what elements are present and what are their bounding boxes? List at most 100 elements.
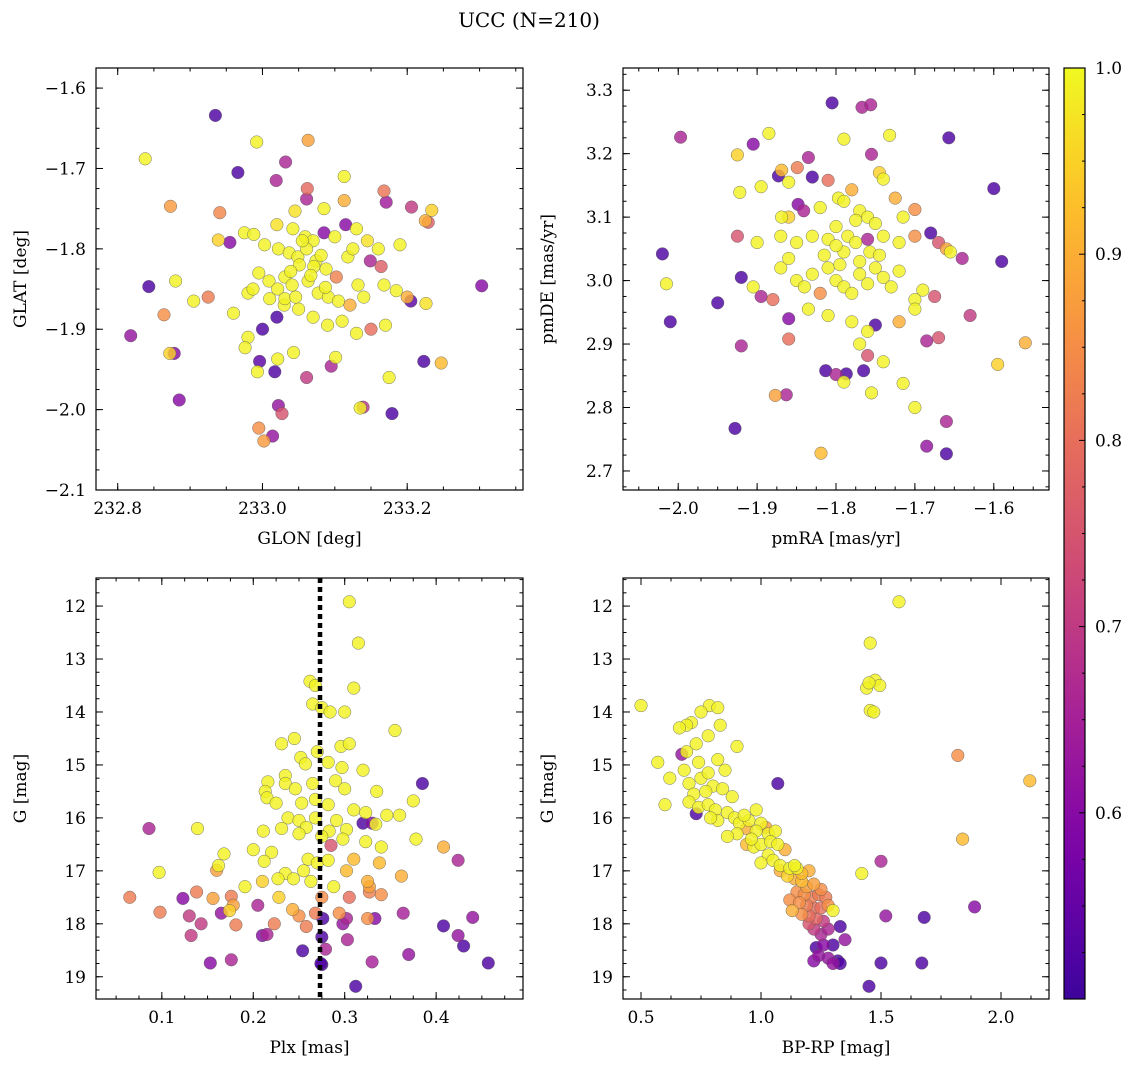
data-point [968, 900, 982, 914]
data-point [299, 920, 313, 934]
panel-position: 232.8 233.0 233.2 −2.1 −2.0 −1.9 −1.8 −1.7 −1.6 G… [11, 67, 524, 549]
data-point [896, 376, 910, 390]
data-point [377, 184, 391, 198]
data-point [347, 681, 361, 695]
data-point [829, 239, 843, 253]
data-point [634, 699, 648, 713]
data-point [317, 202, 331, 216]
data-point [405, 200, 419, 214]
data-point [768, 388, 782, 402]
y-tick-label: 2.9 [586, 335, 613, 355]
data-point [379, 318, 393, 332]
data-point [991, 357, 1005, 371]
data-point [337, 194, 351, 208]
data-point [845, 286, 859, 300]
data-point [255, 874, 269, 888]
data-point [269, 173, 283, 187]
data-point [223, 235, 237, 249]
data-point [211, 859, 225, 873]
data-point [951, 748, 965, 762]
data-point [876, 355, 890, 369]
data-point [692, 755, 706, 769]
x-tick-label: 0.5 [627, 1008, 654, 1028]
data-point [338, 705, 352, 719]
data-point [754, 180, 768, 194]
data-point [863, 636, 877, 650]
data-point [342, 890, 356, 904]
ticks: −2.0 −1.9 −1.8 −1.7 −1.6 2.7 2.8 2.9 3.0 3.1 3.2 3.… [586, 68, 1049, 519]
data-point [746, 137, 760, 151]
data-point [782, 332, 796, 346]
data-point [157, 308, 171, 322]
colorbar-tick-label: 0.6 [1095, 804, 1122, 824]
data-point [187, 294, 201, 308]
data-point [663, 315, 677, 329]
data-point [359, 835, 373, 849]
data-point [932, 331, 946, 345]
data-point [718, 763, 732, 777]
data-point [788, 859, 802, 873]
data-point [396, 906, 410, 920]
colorbar-tick-label: 1.0 [1095, 59, 1122, 79]
data-point [321, 853, 335, 867]
y-tick-label: 3.3 [586, 81, 613, 101]
data-point [876, 270, 890, 284]
data-point [826, 957, 840, 971]
data-point [963, 309, 977, 323]
data-point [340, 864, 354, 878]
data-point [304, 268, 318, 282]
data-point [351, 278, 365, 292]
points-proper-motion [655, 96, 1032, 461]
data-point [865, 147, 879, 161]
data-point [287, 872, 301, 886]
points-color-magnitude [634, 595, 1037, 993]
data-point [365, 955, 379, 969]
data-point [920, 439, 934, 453]
data-point [321, 755, 335, 769]
y-tick-label: 19 [64, 968, 86, 988]
data-point [363, 254, 377, 268]
data-point [785, 904, 799, 918]
y-tick-label: 13 [64, 650, 86, 670]
data-point [153, 905, 167, 919]
data-point [361, 912, 375, 926]
data-point [400, 290, 414, 304]
data-point [270, 310, 284, 324]
data-point [292, 827, 306, 841]
y-tick-label: −1.8 [45, 240, 86, 260]
data-point [797, 280, 811, 294]
data-point [370, 784, 384, 798]
data-point [716, 782, 730, 796]
x-tick-label: 2.0 [987, 1008, 1014, 1028]
x-axis-label: GLON [deg] [257, 529, 361, 549]
data-point [271, 872, 285, 886]
data-point [862, 979, 876, 993]
data-point [711, 701, 725, 715]
data-point [329, 350, 343, 364]
data-point [194, 917, 208, 931]
data-point [419, 297, 433, 311]
y-tick-label: 3.2 [586, 145, 613, 165]
panel-parallax-magnitude: 0.1 0.2 0.3 0.4 12 13 14 15 16 17 18 19 Plx [mas] G [… [11, 577, 524, 1058]
data-point [296, 944, 310, 958]
data-point [857, 364, 871, 378]
x-tick-label: −1.6 [973, 499, 1014, 519]
data-point [256, 322, 270, 336]
data-point [917, 910, 931, 924]
axes-frame [95, 577, 524, 1000]
data-point [123, 890, 137, 904]
data-point [360, 234, 374, 248]
data-point [310, 745, 324, 759]
data-point [306, 310, 320, 324]
data-point [730, 739, 744, 753]
data-point [838, 933, 852, 947]
data-point [853, 254, 867, 268]
x-tick-label: −1.9 [736, 499, 777, 519]
data-point [297, 864, 311, 878]
data-point [347, 803, 361, 817]
data-point [267, 917, 281, 931]
data-point [920, 334, 934, 348]
data-point [888, 191, 902, 205]
data-point [275, 822, 289, 836]
